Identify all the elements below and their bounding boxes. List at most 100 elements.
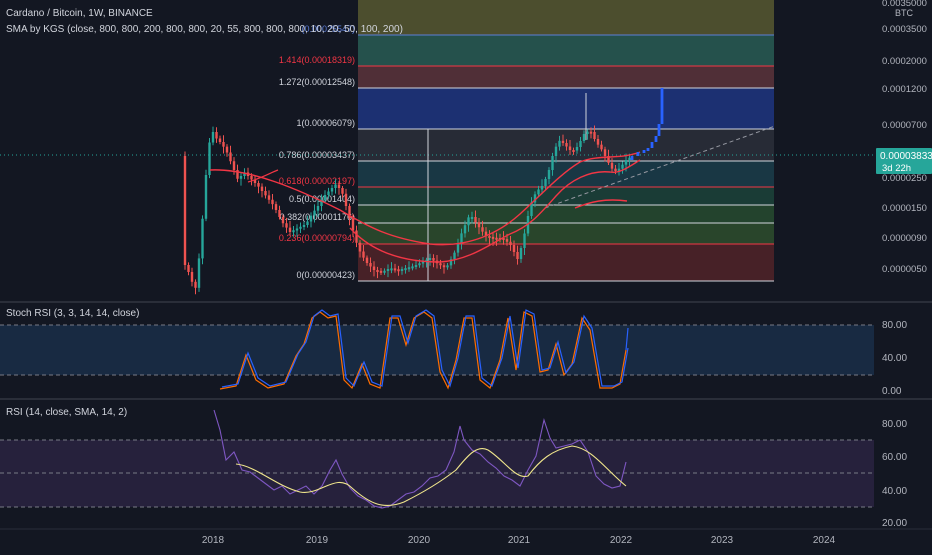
candle-body (516, 252, 519, 259)
stoch-rsi-pane[interactable]: 80.00 40.00 0.00 (0, 309, 907, 397)
projection-candles[interactable] (630, 88, 664, 160)
candle-body (540, 186, 544, 190)
projection-candle (650, 142, 654, 148)
projection-candle (654, 136, 658, 142)
candle-body (239, 176, 243, 179)
candle-body (260, 186, 264, 191)
price-axis-label: 0.0000700 (882, 120, 927, 131)
candle-body (327, 191, 330, 195)
candle-body (411, 266, 414, 269)
candle-body (624, 160, 628, 165)
rsi-axis-label: 60.00 (882, 452, 907, 463)
candle-body (365, 257, 369, 263)
candle-body (428, 258, 432, 260)
fib-zone-0236 (358, 244, 774, 281)
price-axis-label: 0.0035000 (882, 0, 927, 9)
candle-body (589, 131, 593, 134)
candle-body (596, 139, 600, 145)
candle-body (628, 157, 631, 160)
candle-body (481, 227, 484, 232)
candle-body (204, 175, 208, 219)
candle-body (278, 210, 281, 217)
candle-body (467, 217, 470, 226)
candle-body (274, 204, 278, 210)
sma-indicator-title[interactable]: SMA by KGS (close, 800, 800, 200, 800, 8… (6, 24, 403, 35)
fib-level-label: 0.618(0.00002197) (279, 176, 355, 186)
candle-body (306, 221, 309, 225)
fib-level-label: 0(0.00000423) (296, 270, 355, 280)
stoch-rsi-title[interactable]: Stoch RSI (3, 3, 14, 14, close) (6, 308, 140, 319)
candle-body (533, 194, 537, 203)
candle-body (344, 193, 348, 206)
rsi-ma-line (235, 445, 627, 506)
rsi-axis-label: 80.00 (882, 419, 907, 430)
candle-body (495, 237, 498, 240)
candle-body (603, 149, 607, 156)
fibonacci-extension-zones[interactable]: (0.00025547) 1.414(0.00018319) 1.272(0.000… (279, 0, 774, 282)
stoch-k-line (221, 309, 629, 388)
candle-body (369, 263, 372, 267)
projection-candle (630, 156, 634, 160)
candle-body (218, 138, 222, 142)
candle-body (334, 184, 337, 188)
candle-body (253, 179, 257, 183)
projection-candle (660, 88, 664, 124)
candle-body (505, 239, 509, 242)
rsi-line (213, 409, 627, 509)
candle-body (264, 191, 267, 196)
price-axis-label: 0.0000250 (882, 173, 927, 184)
time-axis[interactable]: 2018 2019 2020 2021 2022 2023 2024 (202, 535, 836, 546)
candle-body (414, 265, 418, 267)
rsi-title[interactable]: RSI (14, close, SMA, 14, 2) (6, 407, 128, 418)
candle-body (449, 259, 453, 266)
time-axis-label: 2021 (508, 535, 531, 546)
fib-level-label: 1.414(0.00018319) (279, 55, 355, 65)
candle-body (610, 162, 614, 169)
candle-body (376, 270, 379, 272)
candle-body (400, 269, 404, 271)
candle-body (404, 268, 407, 271)
candle-body (222, 142, 225, 147)
stoch-k-line (625, 327, 629, 351)
candle-body (257, 183, 260, 187)
candle-body (502, 238, 505, 240)
candle-body (509, 241, 512, 245)
candle-body (442, 265, 446, 268)
candle-body (190, 272, 194, 282)
price-axis-label: 0.0002000 (882, 56, 927, 67)
sma-line (349, 159, 641, 263)
candle-body (313, 210, 316, 216)
fib-zone-05 (358, 205, 774, 223)
candle-body (432, 258, 435, 261)
candle-body (225, 146, 229, 153)
moving-averages[interactable] (209, 151, 641, 263)
candle-body (295, 228, 299, 231)
fib-level-label: 0.236(0.00000794) (279, 233, 355, 243)
rsi-pane[interactable]: 80.00 60.00 40.00 20.00 (0, 409, 907, 529)
candle-body (544, 179, 547, 186)
candle-body (288, 227, 292, 232)
symbol-title[interactable]: Cardano / Bitcoin, 1W, BINANCE (6, 8, 153, 19)
trend-line (544, 125, 776, 209)
stoch-axis-label: 40.00 (882, 353, 907, 364)
candle-body (309, 215, 313, 222)
time-axis-label: 2023 (711, 535, 734, 546)
candle-body (316, 206, 320, 211)
candle-body (607, 156, 610, 163)
candle-body (351, 218, 355, 231)
candle-body (407, 267, 411, 270)
candle-body (593, 132, 596, 139)
candle-body (617, 168, 621, 171)
fib-level-label: 0.382(0.00001176) (280, 212, 355, 222)
candle-body (250, 176, 253, 180)
candle-body (208, 142, 211, 175)
candle-body (232, 161, 236, 170)
candle-body (183, 156, 187, 265)
candle-body (537, 189, 540, 195)
candle-body (456, 243, 460, 253)
candle-body (554, 146, 558, 156)
projection-candle (642, 150, 646, 153)
time-axis-label: 2022 (610, 535, 633, 546)
